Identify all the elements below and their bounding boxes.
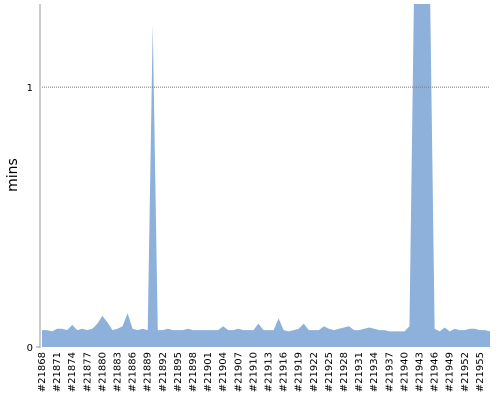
x-tick-label: #21916 [279, 352, 290, 392]
x-tick-label: #21931 [354, 352, 365, 392]
x-tick-label: #21898 [188, 352, 199, 392]
x-tick-label: #21877 [82, 352, 93, 392]
x-tick-label: #21934 [369, 352, 380, 392]
x-tick-label: #21868 [37, 352, 48, 392]
x-tick-label: #21952 [460, 352, 471, 392]
x-tick-label: #21937 [384, 352, 395, 392]
x-tick-label: #21919 [294, 352, 305, 392]
y-tick-label: 1 [27, 83, 33, 94]
x-tick-label: #21922 [309, 352, 320, 392]
x-tick-label: #21883 [113, 352, 124, 392]
x-tick-label: #21880 [97, 352, 108, 392]
x-tick-label: #21949 [445, 352, 456, 392]
x-tick-label: #21895 [173, 352, 184, 392]
x-tick-label: #21928 [339, 352, 350, 392]
x-tick-label: #21943 [415, 352, 426, 392]
x-tick-label: #21910 [248, 352, 259, 392]
x-tick-label: #21889 [143, 352, 154, 392]
x-tick-label: #21904 [218, 352, 229, 392]
area [42, 4, 490, 347]
x-tick-label: #21955 [475, 352, 486, 392]
x-tick-label: #21892 [158, 352, 169, 392]
x-tick-label: #21913 [264, 352, 275, 392]
x-tick-label: #21925 [324, 352, 335, 392]
x-tick-label: #21874 [67, 352, 78, 392]
x-tick-label: #21946 [430, 352, 441, 392]
x-tick-label: #21907 [233, 352, 244, 392]
x-tick-label: #21940 [399, 352, 410, 392]
x-tick-label: #21871 [52, 352, 63, 392]
y-axis-label: mins [5, 158, 21, 192]
y-tick-label: 0 [27, 343, 33, 354]
x-tick-label: #21901 [203, 352, 214, 392]
x-tick-label: #21886 [128, 352, 139, 392]
